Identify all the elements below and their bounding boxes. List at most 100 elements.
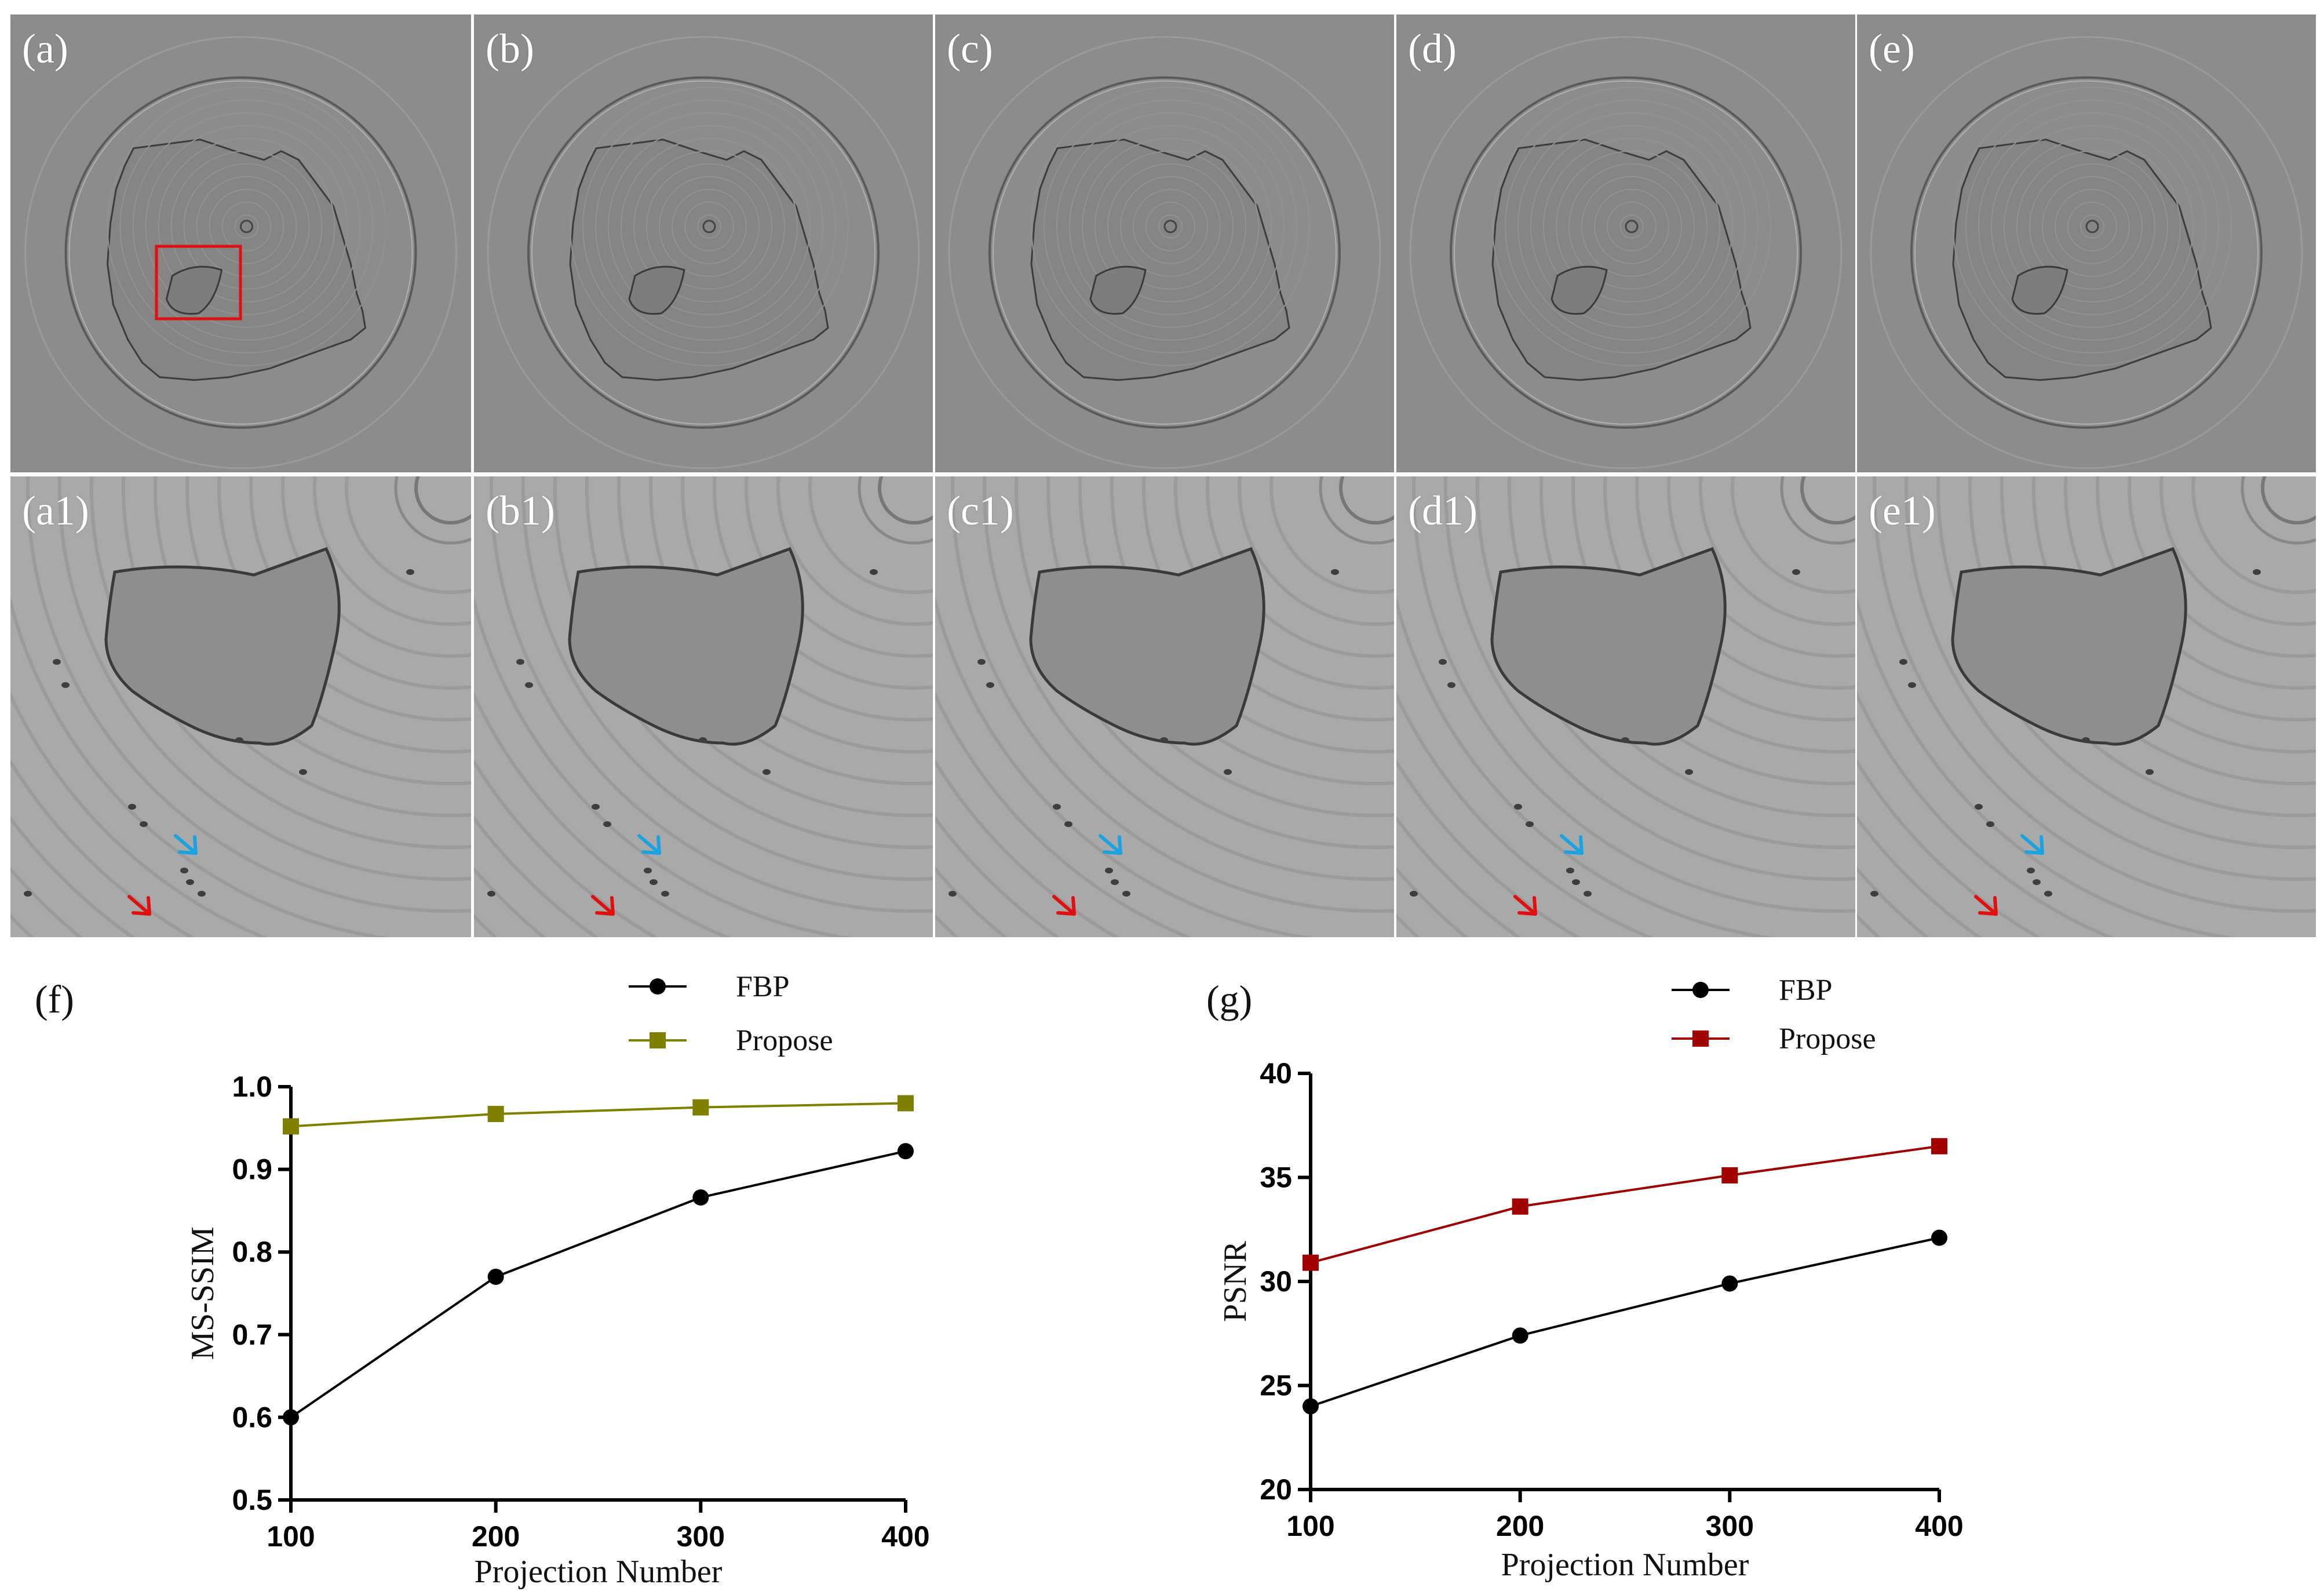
zoom-panel-e1: (e1) xyxy=(1857,476,2316,937)
series-line xyxy=(290,1150,906,1419)
ct-slice-image xyxy=(487,36,920,469)
ct-slice-panel-c: (c) xyxy=(935,14,1394,472)
panel-label-c: (c) xyxy=(947,26,993,72)
zoom-image xyxy=(1857,476,2316,937)
roi-box xyxy=(155,245,242,321)
y-tick-label: 0.7 xyxy=(232,1319,272,1351)
legend-fbp: FBP xyxy=(629,970,790,1003)
x-axis-label: Projection Number xyxy=(1501,1547,1749,1583)
legend-label: Propose xyxy=(736,1024,833,1057)
data-point xyxy=(1721,1275,1738,1292)
red-arrow xyxy=(591,895,615,916)
container-ring xyxy=(1910,76,2263,429)
void-region xyxy=(104,547,341,746)
zoom-panel-b1: (b1) xyxy=(474,476,933,937)
void-region xyxy=(165,265,223,315)
outer-ring xyxy=(487,36,920,469)
red-arrow xyxy=(1974,895,1998,916)
y-tick-label: 40 xyxy=(1260,1057,1292,1090)
void-region xyxy=(1951,547,2187,746)
y-tick-label: 30 xyxy=(1260,1265,1292,1298)
data-point xyxy=(487,1268,504,1285)
data-point xyxy=(898,1143,914,1160)
outer-ring xyxy=(1870,36,2303,469)
void-region xyxy=(1550,265,1608,315)
container-ring xyxy=(988,76,1341,429)
ct-slice-panel-b: (b) xyxy=(474,14,933,472)
series-propose xyxy=(283,1095,914,1135)
chart-f: 0.5 0.6 0.7 0.8 0.9 1.0 100 200 300 400 Projection… xyxy=(185,970,930,1590)
ct-slice-image xyxy=(1870,36,2303,469)
data-point xyxy=(1931,1138,1947,1155)
panel-label-f: (f) xyxy=(35,977,74,1021)
panel-label-c1: (c1) xyxy=(947,487,1014,534)
zoom-panel-c1: (c1) xyxy=(935,476,1394,937)
ct-slice-image xyxy=(1409,36,1843,469)
data-point xyxy=(487,1106,504,1123)
legend-label: Propose xyxy=(1779,1022,1876,1055)
zoom-panel-a1: (a1) xyxy=(10,476,471,937)
series-line xyxy=(290,1102,906,1128)
series-fbp xyxy=(283,1143,914,1426)
series-propose xyxy=(1303,1138,1947,1271)
sample-region xyxy=(1491,139,1752,381)
zoom-image xyxy=(935,476,1394,937)
y-tick-label: 35 xyxy=(1260,1161,1292,1194)
void-region xyxy=(628,265,685,315)
red-arrow xyxy=(1513,895,1537,916)
ct-slice-panel-d: (d) xyxy=(1396,14,1855,472)
ring-center xyxy=(702,220,716,234)
ct-slice-panel-a: (a) xyxy=(10,14,471,472)
panel-label-d1: (d1) xyxy=(1408,487,1477,534)
container-ring xyxy=(1450,76,1802,429)
zoom-image xyxy=(10,476,471,937)
x-axis-label: Projection Number xyxy=(475,1554,723,1590)
y-tick-label: 20 xyxy=(1260,1473,1292,1506)
x-tick-label: 400 xyxy=(881,1520,929,1553)
panel-label-a: (a) xyxy=(22,26,68,72)
void-region xyxy=(2011,265,2068,315)
blue-arrow xyxy=(637,834,661,855)
y-tick-label: 0.6 xyxy=(232,1401,272,1433)
y-tick-label: 0.8 xyxy=(232,1236,272,1268)
outer-ring xyxy=(24,36,457,469)
data-point xyxy=(1721,1167,1738,1183)
y-tick-label: 25 xyxy=(1260,1370,1292,1402)
series-line xyxy=(1310,1236,1940,1408)
data-point xyxy=(692,1099,709,1116)
zoom-panel-d1: (d1) xyxy=(1396,476,1855,937)
ct-slice-panel-e: (e) xyxy=(1857,14,2316,472)
panel-label-b1: (b1) xyxy=(486,487,555,534)
void-region xyxy=(568,547,804,746)
blue-arrow xyxy=(1099,834,1122,855)
red-arrow xyxy=(127,895,151,916)
sample-region xyxy=(1030,139,1290,381)
y-tick-label: 0.5 xyxy=(232,1484,272,1516)
legend-label: FBP xyxy=(736,970,790,1003)
void-region xyxy=(1490,547,1727,746)
data-point xyxy=(283,1118,299,1135)
blue-arrow xyxy=(2020,834,2044,855)
x-tick-label: 300 xyxy=(1706,1510,1754,1542)
data-point xyxy=(1512,1327,1528,1344)
x-tick-label: 100 xyxy=(267,1520,315,1553)
x-tick-label: 400 xyxy=(1915,1510,1963,1542)
data-point xyxy=(1303,1254,1319,1271)
x-tick-label: 200 xyxy=(472,1520,520,1553)
data-point xyxy=(1931,1229,1947,1246)
ct-slice-image xyxy=(24,36,457,469)
panel-label-a1: (a1) xyxy=(22,487,89,534)
outer-ring xyxy=(1409,36,1843,469)
data-point xyxy=(898,1095,914,1112)
void-region xyxy=(1029,547,1265,746)
sample-region xyxy=(1952,139,2212,381)
container-ring xyxy=(527,76,880,429)
series-fbp xyxy=(1303,1229,1947,1415)
series-line xyxy=(1310,1145,1940,1264)
ring-center xyxy=(2085,220,2099,234)
x-tick-label: 100 xyxy=(1286,1510,1334,1542)
panel-label-g: (g) xyxy=(1206,977,1253,1021)
container-ring xyxy=(64,76,417,429)
sample-region xyxy=(569,139,829,381)
